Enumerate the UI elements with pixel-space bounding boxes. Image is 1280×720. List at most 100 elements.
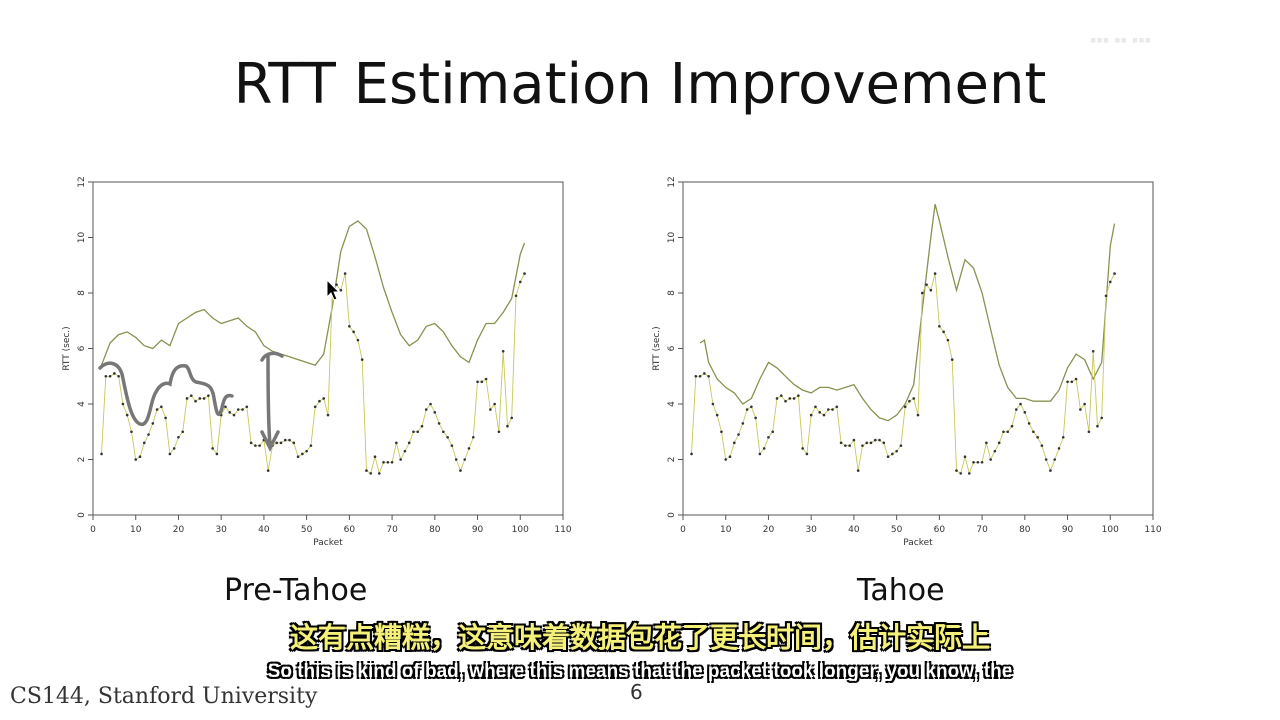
plot-frame xyxy=(92,181,564,516)
sample-point xyxy=(412,430,415,434)
sample-point xyxy=(775,397,779,400)
sample-point xyxy=(1113,272,1116,275)
sample-point xyxy=(232,413,236,417)
sample-point xyxy=(249,441,253,445)
sample-point xyxy=(207,394,210,397)
y-tick-label: 0 xyxy=(77,512,87,518)
sample-point xyxy=(899,444,903,447)
y-axis-label: RTT (sec.) xyxy=(62,326,72,370)
sample-point xyxy=(912,397,916,400)
sample-point xyxy=(271,444,274,447)
sample-point xyxy=(839,441,843,445)
sample-point xyxy=(343,272,347,275)
sample-point xyxy=(369,472,373,475)
sample-point xyxy=(694,374,698,378)
series-estimate-line xyxy=(699,204,1116,422)
sample-point xyxy=(711,402,715,406)
sample-point xyxy=(305,449,308,453)
sample-point xyxy=(258,444,261,447)
sample-point xyxy=(1096,424,1099,428)
sample-point xyxy=(382,460,385,464)
sample-point xyxy=(822,413,826,417)
sample-point xyxy=(724,458,728,461)
sample-point xyxy=(352,330,355,334)
sample-point xyxy=(814,405,817,409)
sample-point xyxy=(309,444,313,447)
sample-point xyxy=(373,455,377,459)
sample-point xyxy=(703,372,706,375)
sample-point xyxy=(754,416,757,420)
x-tick-label: 10 xyxy=(130,525,142,535)
sample-point xyxy=(113,372,116,375)
sample-point xyxy=(1049,469,1052,472)
x-tick-label: 80 xyxy=(429,525,441,535)
y-tick-label: 6 xyxy=(77,345,87,351)
y-tick-label: 10 xyxy=(667,232,677,244)
sample-point xyxy=(762,447,766,450)
sample-point xyxy=(1108,280,1112,284)
sample-point xyxy=(852,438,856,442)
sample-point xyxy=(792,397,796,400)
watermark-logo: ▪▪▪ ▪▪ ▪▪▪ xyxy=(1090,30,1152,50)
sample-point xyxy=(476,380,479,384)
sample-point xyxy=(1074,377,1078,381)
sample-point xyxy=(142,441,146,445)
sample-point xyxy=(891,452,894,456)
x-tick-label: 80 xyxy=(1019,525,1031,535)
sample-point xyxy=(318,399,321,403)
x-tick-label: 60 xyxy=(934,525,946,535)
y-tick-label: 8 xyxy=(667,290,677,296)
sample-point xyxy=(138,455,142,459)
sample-point xyxy=(886,455,890,459)
sample-point xyxy=(715,413,719,417)
sample-point xyxy=(933,272,937,275)
sample-point xyxy=(493,402,496,406)
sample-point xyxy=(993,449,997,453)
sample-point xyxy=(313,405,317,409)
sample-point xyxy=(698,374,702,378)
sample-point xyxy=(1006,430,1010,434)
sample-point xyxy=(779,394,783,397)
sample-point xyxy=(108,374,112,378)
sample-point xyxy=(283,438,287,442)
sample-point xyxy=(339,288,343,292)
sample-point xyxy=(946,338,950,342)
sample-point xyxy=(895,449,898,453)
sample-point xyxy=(506,424,509,428)
sample-point xyxy=(1066,380,1069,384)
slide-title: RTT Estimation Improvement xyxy=(233,52,1047,117)
sample-point xyxy=(266,469,270,472)
sample-point xyxy=(467,447,471,450)
sample-point xyxy=(989,458,992,461)
sample-point xyxy=(160,405,163,409)
chart-pre-tahoe-svg: 0 10 20 30 40 50 60 70 80 90 100 110 0 2 4 6 8 10 12 Packet… xyxy=(62,176,572,548)
sample-point xyxy=(745,408,749,411)
sample-point xyxy=(151,422,155,425)
x-axis-label: Packet xyxy=(903,538,933,548)
subtitle-english: So this is kind of bad, where this means… xyxy=(267,661,1013,682)
sample-point xyxy=(365,469,368,472)
sample-point xyxy=(399,458,402,461)
sample-point xyxy=(788,397,792,400)
sample-point xyxy=(1036,436,1039,439)
chart-tahoe: 0 10 20 30 40 50 60 70 80 90 100 110 0 2 4 6 8 10 12 Packet… xyxy=(645,172,1165,557)
sample-point xyxy=(882,441,886,445)
sample-point xyxy=(215,452,219,456)
sample-point xyxy=(856,469,860,472)
sample-point xyxy=(202,397,206,400)
x-tick-label: 40 xyxy=(258,525,270,535)
sample-point xyxy=(228,411,232,414)
y-tick-label: 8 xyxy=(77,290,87,296)
sample-point xyxy=(100,452,103,456)
y-tick-label: 0 xyxy=(667,512,677,518)
sample-point xyxy=(177,436,180,439)
y-tick-label: 6 xyxy=(667,345,677,351)
sample-point xyxy=(121,402,125,406)
sample-point xyxy=(771,430,775,434)
sample-point xyxy=(510,416,514,420)
sample-point xyxy=(262,438,266,442)
sample-point xyxy=(835,405,839,409)
sample-point xyxy=(844,444,847,447)
sample-point xyxy=(360,358,364,361)
sample-point xyxy=(972,460,975,464)
